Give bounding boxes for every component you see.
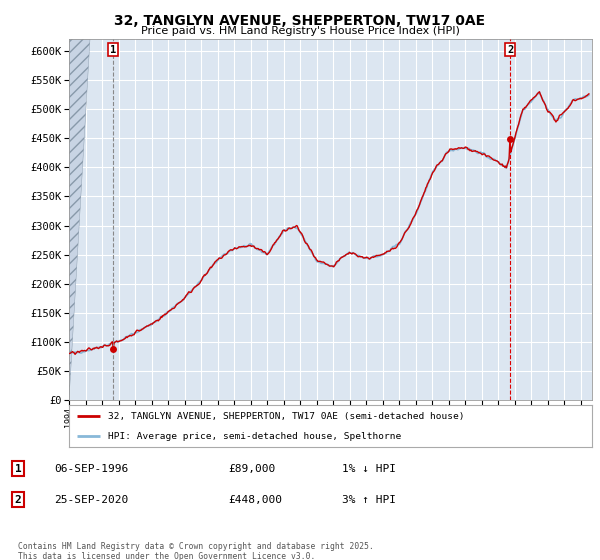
Text: 2: 2 — [507, 45, 513, 55]
Text: 06-SEP-1996: 06-SEP-1996 — [54, 464, 128, 474]
Text: £448,000: £448,000 — [228, 494, 282, 505]
Text: £89,000: £89,000 — [228, 464, 275, 474]
Text: 3% ↑ HPI: 3% ↑ HPI — [342, 494, 396, 505]
Text: 25-SEP-2020: 25-SEP-2020 — [54, 494, 128, 505]
Polygon shape — [69, 39, 91, 400]
Text: 1% ↓ HPI: 1% ↓ HPI — [342, 464, 396, 474]
Text: 32, TANGLYN AVENUE, SHEPPERTON, TW17 0AE (semi-detached house): 32, TANGLYN AVENUE, SHEPPERTON, TW17 0AE… — [108, 412, 465, 421]
Text: HPI: Average price, semi-detached house, Spelthorne: HPI: Average price, semi-detached house,… — [108, 432, 401, 441]
Text: Price paid vs. HM Land Registry's House Price Index (HPI): Price paid vs. HM Land Registry's House … — [140, 26, 460, 36]
Text: 2: 2 — [14, 494, 22, 505]
Text: Contains HM Land Registry data © Crown copyright and database right 2025.
This d: Contains HM Land Registry data © Crown c… — [18, 542, 374, 560]
Text: 32, TANGLYN AVENUE, SHEPPERTON, TW17 0AE: 32, TANGLYN AVENUE, SHEPPERTON, TW17 0AE — [115, 14, 485, 28]
Text: 1: 1 — [110, 45, 116, 55]
Text: 1: 1 — [14, 464, 22, 474]
